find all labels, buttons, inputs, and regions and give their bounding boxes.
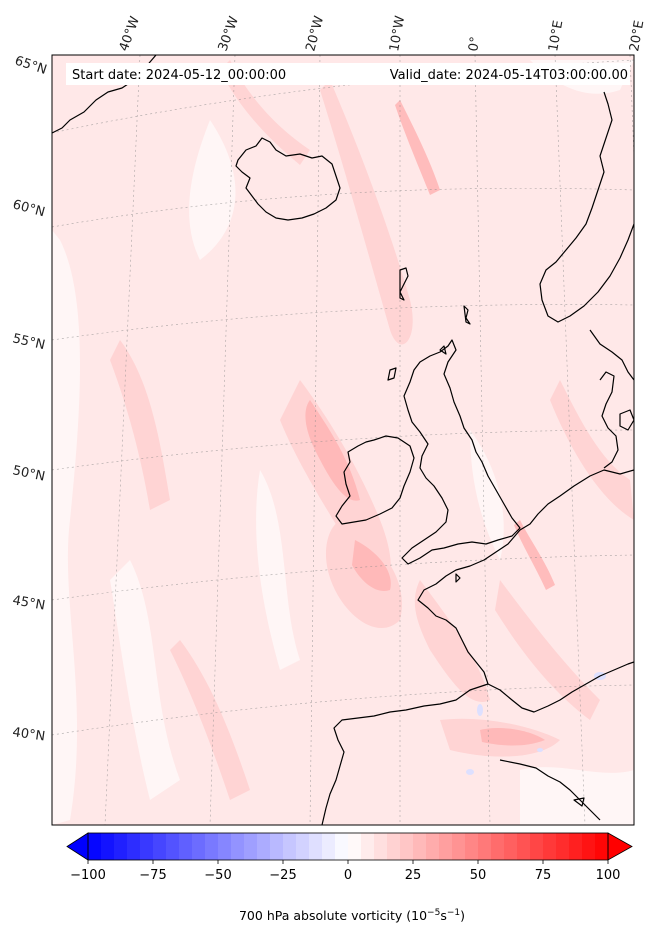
colorbar-segment (413, 833, 427, 860)
colorbar-segment (309, 833, 323, 860)
map-panel (52, 55, 634, 825)
colorbar-segment (231, 833, 245, 860)
colorbar-segment (270, 833, 284, 860)
lat-label-40n: 40°N (11, 725, 46, 744)
colorbar-segments (88, 833, 609, 860)
colorbar-tick-label: −50 (204, 868, 231, 883)
colorbar-segment (335, 833, 349, 860)
colorbar-tick-label: 100 (596, 868, 621, 883)
colorbar-segment (244, 833, 258, 860)
lon-label-20w: 20°W (303, 14, 327, 53)
longitude-labels: 40°W 30°W 20°W 10°W 0° 10°E 20°E (117, 14, 648, 53)
hebrides-coast (387, 367, 397, 381)
great-britain-coast (401, 339, 521, 565)
colorbar-segment (556, 833, 570, 860)
colorbar-segment (595, 833, 609, 860)
colorbar-segment (101, 833, 115, 860)
colorbar-segment (452, 833, 466, 860)
colorbar-segment (114, 833, 128, 860)
lat-label-65n: 65°N (13, 54, 49, 78)
colorbar-segment (374, 833, 388, 860)
colorbar-tick-label: 25 (405, 868, 422, 883)
colorbar-segment (439, 833, 453, 860)
iceland-coast (235, 137, 341, 221)
colorbar-segment (218, 833, 232, 860)
vorticity-high-cores (305, 100, 555, 746)
valid-date-label: Valid_date: 2024-05-14T03:00:00.00 (390, 68, 628, 83)
shetland-coast (463, 305, 471, 325)
colorbar-tick-label: 75 (535, 868, 552, 883)
lon-label-20e: 20°E (627, 19, 647, 52)
colorbar-segment (504, 833, 518, 860)
lat-label-50n: 50°N (11, 463, 46, 484)
colorbar-segment (322, 833, 336, 860)
lon-label-10e: 10°E (546, 19, 566, 52)
colorbar-segment (569, 833, 583, 860)
mediterranean-coast (487, 661, 634, 713)
colorbar-segment (387, 833, 401, 860)
lat-label-55n: 55°N (11, 331, 46, 353)
iberia-coast (321, 683, 489, 825)
colorbar-segment (348, 833, 362, 860)
colorbar-segment (361, 833, 375, 860)
colorbar-tick-label: −100 (70, 868, 106, 883)
colorbar-segment (205, 833, 219, 860)
colorbar-segment (166, 833, 180, 860)
latitude-labels: 65°N 60°N 55°N 50°N 45°N 40°N (11, 54, 49, 745)
colorbar-segment (88, 833, 102, 860)
lat-label-60n: 60°N (11, 197, 47, 220)
colorbar-segment (478, 833, 492, 860)
colorbar-segment (517, 833, 531, 860)
colorbar-tick-label: 0 (344, 868, 352, 883)
coastlines (52, 55, 634, 825)
lon-label-10w: 10°W (387, 15, 408, 53)
faroe-islands-coast (399, 267, 409, 301)
colorbar-segment (296, 833, 310, 860)
colorbar-segment (491, 833, 505, 860)
colorbar-segment (582, 833, 596, 860)
ireland-coast (335, 435, 415, 525)
colorbar-segment (400, 833, 414, 860)
vorticity-low-patches (52, 60, 634, 825)
colorbar-min-extension (66, 832, 89, 861)
colorbar-tick-label: 50 (470, 868, 487, 883)
start-date-label: Start date: 2024-05-12_00:00:00 (72, 68, 286, 83)
colorbar-segment (127, 833, 141, 860)
colorbar-segment (257, 833, 271, 860)
colorbar-segment (543, 833, 557, 860)
colorbar-segment (140, 833, 154, 860)
colorbar-segment (530, 833, 544, 860)
colorbar-segment (283, 833, 297, 860)
denmark-coast (599, 371, 619, 469)
sweden-coast (589, 329, 634, 381)
lon-label-40w: 40°W (117, 14, 143, 53)
colorbar-tick-label: −25 (269, 868, 296, 883)
colorbar-label: 700 hPa absolute vorticity (10−5s−1) (239, 908, 465, 923)
channel-islands-coast (455, 573, 461, 583)
norway-coast (539, 91, 634, 323)
colorbar-segment (192, 833, 206, 860)
lon-label-0: 0° (466, 36, 483, 53)
map-frame (51, 54, 635, 826)
lat-label-45n: 45°N (11, 593, 46, 613)
orkney-coast (439, 345, 447, 355)
lon-label-30w: 30°W (216, 14, 242, 53)
colorbar-segment (426, 833, 440, 860)
colorbar-segment (465, 833, 479, 860)
colorbar-tick-label: −75 (139, 868, 166, 883)
balearic-coast (573, 797, 585, 807)
danish-islands-coast (619, 409, 634, 431)
colorbar-segment (153, 833, 167, 860)
spain-east-coast (499, 759, 601, 821)
header-band (66, 63, 630, 85)
colorbar-max-extension (607, 832, 633, 861)
colorbar-ticks: −100 −75 −50 −25 0 25 50 75 100 (70, 860, 620, 883)
colorbar-segment (179, 833, 193, 860)
colorbar: −100 −75 −50 −25 0 25 50 75 100 700 hPa absolute… (66, 832, 633, 923)
europe-north-coast (417, 469, 634, 685)
